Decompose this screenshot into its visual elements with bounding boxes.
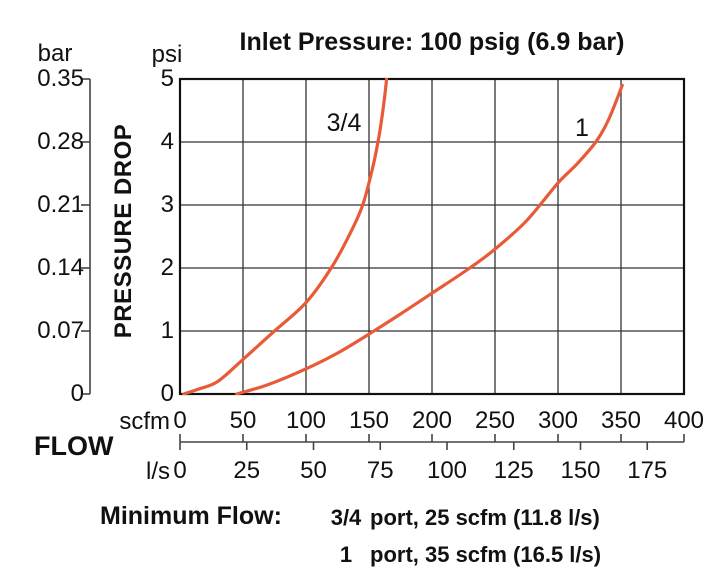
psi-tick-label: 4 bbox=[160, 128, 174, 155]
footnote-label: Minimum Flow: bbox=[100, 502, 282, 530]
scfm-tick-label: 50 bbox=[229, 407, 257, 434]
psi-tick-label: 0 bbox=[160, 380, 174, 407]
footnote-text-2: port, 35 scfm (16.5 l/s) bbox=[370, 542, 602, 567]
lps-tick-label: 50 bbox=[300, 457, 327, 484]
lps-tick-label: 175 bbox=[627, 457, 668, 484]
scfm-tick-label: 150 bbox=[348, 407, 390, 434]
psi-tick-label: 2 bbox=[160, 254, 174, 281]
chart-title: Inlet Pressure: 100 psig (6.9 bar) bbox=[239, 28, 625, 56]
curve-label-3-4: 3/4 bbox=[326, 109, 362, 137]
footnote-port-1: 3/4 bbox=[330, 505, 362, 530]
footnote-text-1: port, 25 scfm (11.8 l/s) bbox=[370, 505, 600, 530]
scfm-tick-label: 100 bbox=[285, 407, 327, 434]
curve-3-4-port bbox=[182, 78, 389, 395]
footnote-port-2: 1 bbox=[339, 542, 353, 567]
scfm-tick-label: 400 bbox=[663, 407, 705, 434]
scfm-unit-label: scfm bbox=[119, 408, 170, 435]
psi-tick-label: 3 bbox=[160, 191, 174, 218]
lps-tick-label: 75 bbox=[366, 457, 394, 484]
bar-tick-label: 0.21 bbox=[37, 191, 84, 218]
bar-tick-label: 0 bbox=[70, 380, 84, 407]
lps-tick-label: 25 bbox=[233, 457, 261, 484]
lps-unit-label: l/s bbox=[146, 458, 170, 485]
flow-axis-label: FLOW bbox=[34, 431, 114, 461]
bar-tick-label: 0.28 bbox=[37, 128, 84, 155]
bar-tick-label: 0.35 bbox=[37, 65, 84, 92]
scfm-tick-label: 250 bbox=[474, 407, 516, 434]
plot-border bbox=[178, 77, 686, 396]
bar-tick-label: 0.14 bbox=[37, 254, 84, 281]
psi-unit-label: psi bbox=[151, 41, 183, 68]
curve-label-1: 1 bbox=[575, 114, 589, 142]
psi-tick-label: 5 bbox=[160, 65, 174, 92]
scfm-tick-label: 350 bbox=[600, 407, 642, 434]
lps-tick-label: 150 bbox=[560, 457, 601, 484]
bar-unit-label: bar bbox=[37, 40, 73, 67]
scfm-tick-label: 0 bbox=[173, 407, 187, 434]
scfm-tick-label: 200 bbox=[411, 407, 453, 434]
bar-tick-label: 0.07 bbox=[37, 317, 84, 344]
lps-tick-label: 0 bbox=[173, 457, 187, 484]
psi-tick-label: 1 bbox=[160, 317, 174, 344]
lps-tick-label: 125 bbox=[493, 457, 534, 484]
curve-1-port bbox=[235, 83, 624, 395]
lps-tick-label: 100 bbox=[426, 457, 468, 484]
scfm-tick-label: 300 bbox=[537, 407, 579, 434]
